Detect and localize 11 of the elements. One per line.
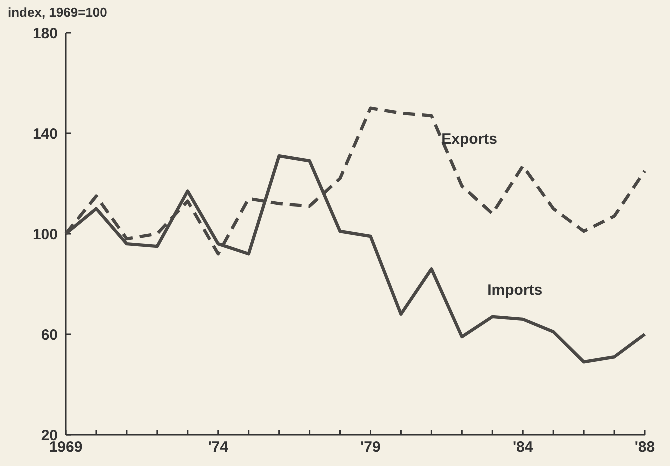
x-tick-label: '79 [360, 439, 381, 456]
x-tick-label: '74 [208, 439, 230, 456]
series-label: Imports [488, 282, 543, 299]
y-axis-title: index, 1969=100 [8, 5, 108, 20]
y-tick-label: 100 [32, 226, 58, 244]
series-label: Exports [442, 130, 498, 148]
x-tick-label: '88 [634, 439, 656, 456]
y-tick-label: 60 [41, 326, 58, 344]
y-tick-label: 140 [32, 126, 58, 143]
y-tick-label: 180 [32, 25, 58, 42]
x-tick-label: '84 [512, 439, 534, 456]
